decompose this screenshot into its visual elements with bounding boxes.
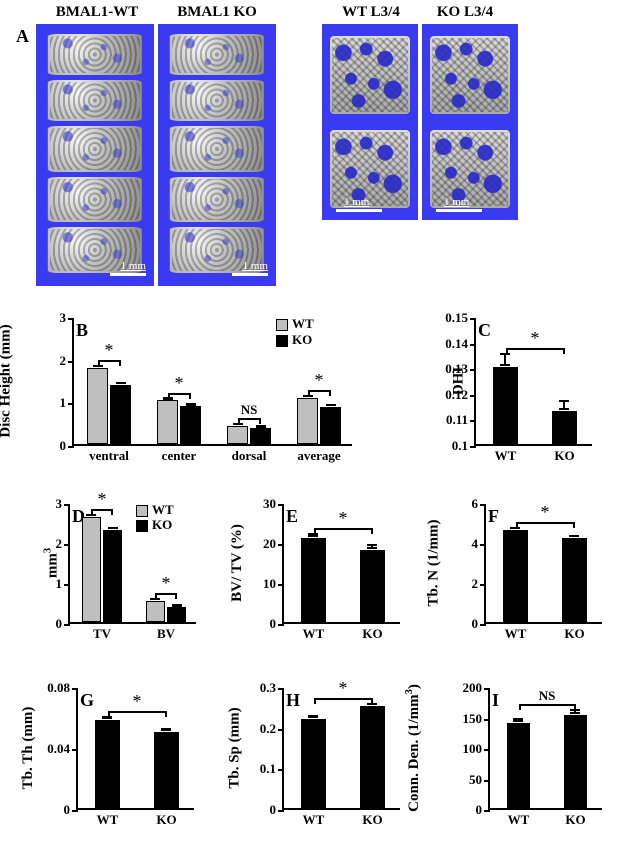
ct-spine-wt: 1 mm: [36, 24, 154, 286]
bar-B-0-0: [87, 368, 108, 444]
panel-B: B0123Disc Height (mm)ventral*center*dors…: [16, 310, 376, 480]
plot-D: 0123mm3TV*BV*: [68, 504, 196, 624]
bar-C-0: [493, 367, 518, 444]
panel-H: H00.10.20.3Tb. Sp (mm)WTKO*: [226, 682, 411, 850]
plot-H: 00.10.20.3Tb. Sp (mm)WTKO*: [282, 688, 400, 810]
bar-E-0: [301, 538, 326, 622]
bar-H-1: [360, 706, 385, 808]
ylabel-E: BV/ TV (%): [229, 524, 246, 602]
ylabel-D: mm3: [42, 548, 61, 578]
bar-B-0-1: [110, 385, 131, 444]
panel-A: A BMAL1-WT BMAL1 KO WT L3/4 KO L3/4 1 mm…: [14, 4, 610, 292]
ylabel-B: Disc Height (mm): [0, 324, 15, 437]
bar-D-1-1: [167, 607, 186, 622]
bar-H-0: [301, 719, 326, 808]
bar-I-0: [507, 723, 531, 808]
bar-D-1-0: [146, 601, 165, 622]
bar-B-1-0: [157, 400, 178, 444]
sb3: 1 mm: [344, 196, 369, 208]
bar-B-2-1: [250, 428, 271, 444]
bar-G-0: [95, 720, 120, 808]
bar-F-1: [562, 538, 587, 622]
ylabel-F: Tb. N (1/mm): [425, 519, 442, 606]
panel-E: E0102030BV/ TV (%)WTKO*: [226, 498, 411, 663]
plot-G: 00.040.08Tb. Th (mm)WTKO*: [76, 688, 194, 810]
bar-B-2-0: [227, 426, 248, 444]
ct-spine-ko: 1 mm: [158, 24, 276, 286]
ct-trab-wt: 1 mm: [322, 24, 418, 220]
bar-B-3-0: [297, 398, 318, 444]
plot-F: 0246Tb. N (1/mm)WTKO*: [484, 504, 602, 624]
colA-title-1: BMAL1-WT: [42, 4, 152, 21]
ylabel-G: Tb. Th (mm): [20, 707, 37, 790]
panel-D: D0123mm3TV*BV*WTKO: [16, 498, 206, 663]
plot-E: 0102030BV/ TV (%)WTKO*: [282, 504, 400, 624]
bar-C-1: [552, 411, 577, 444]
bar-F-0: [503, 530, 528, 622]
colA-title-4: KO L3/4: [420, 4, 510, 21]
panel-F: F0246Tb. N (1/mm)WTKO*: [428, 498, 613, 663]
bar-D-0-1: [103, 530, 122, 622]
sb4: 1 mm: [444, 196, 469, 208]
ylabel-C: DHI: [450, 367, 467, 395]
sb1: 1 mm: [121, 260, 146, 272]
legend-B: WTKO: [276, 316, 314, 348]
bar-D-0-0: [82, 517, 101, 622]
ylabel-I: Conn. Den. (1/mm3): [404, 684, 423, 812]
panel-I: I050100150200Conn. Den. (1/mm3)WTKONS: [428, 682, 613, 850]
ylabel-H: Tb. Sp (mm): [227, 707, 244, 788]
plot-I: 050100150200Conn. Den. (1/mm3)WTKONS: [488, 688, 602, 810]
colA-title-2: BMAL1 KO: [162, 4, 272, 21]
panel-G: G00.040.08Tb. Th (mm)WTKO*: [16, 682, 206, 850]
legend-D: WTKO: [136, 502, 174, 532]
plot-C: 0.10.110.120.130.140.15DHIWTKO*: [474, 318, 592, 446]
panel-C: C0.10.110.120.130.140.15DHIWTKO*: [408, 310, 608, 480]
bar-B-1-1: [180, 406, 201, 444]
bar-E-1: [360, 550, 385, 622]
colA-title-3: WT L3/4: [326, 4, 416, 21]
ct-trab-ko: 1 mm: [422, 24, 518, 220]
bar-I-1: [564, 715, 588, 808]
bar-G-1: [154, 732, 179, 808]
sb2: 1 mm: [243, 260, 268, 272]
panel-A-label: A: [16, 26, 29, 47]
bar-B-3-1: [320, 407, 341, 444]
